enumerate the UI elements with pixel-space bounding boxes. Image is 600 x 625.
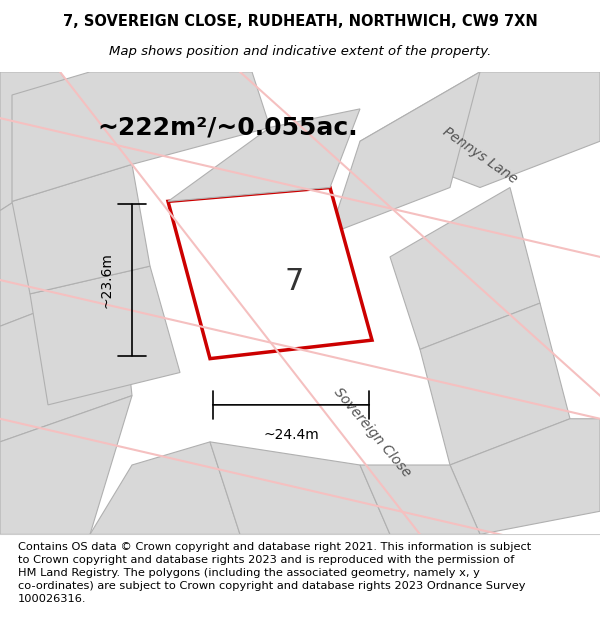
Text: Contains OS data © Crown copyright and database right 2021. This information is : Contains OS data © Crown copyright and d… — [18, 542, 531, 604]
Polygon shape — [390, 188, 540, 349]
Text: Pennys Lane: Pennys Lane — [440, 124, 520, 186]
Text: ~24.4m: ~24.4m — [263, 428, 319, 442]
Polygon shape — [30, 266, 180, 405]
Polygon shape — [12, 164, 150, 294]
Polygon shape — [90, 442, 240, 534]
Polygon shape — [12, 72, 270, 201]
Polygon shape — [210, 442, 390, 534]
Text: ~23.6m: ~23.6m — [100, 252, 114, 308]
Polygon shape — [0, 396, 132, 534]
Polygon shape — [450, 419, 600, 534]
Polygon shape — [360, 465, 480, 534]
Polygon shape — [0, 141, 120, 326]
Text: ~222m²/~0.055ac.: ~222m²/~0.055ac. — [98, 116, 358, 139]
Polygon shape — [360, 72, 600, 188]
Polygon shape — [420, 303, 570, 465]
Polygon shape — [0, 280, 132, 442]
Polygon shape — [330, 72, 480, 234]
Polygon shape — [168, 109, 360, 201]
Text: 7, SOVEREIGN CLOSE, RUDHEATH, NORTHWICH, CW9 7XN: 7, SOVEREIGN CLOSE, RUDHEATH, NORTHWICH,… — [62, 14, 538, 29]
Text: 7: 7 — [284, 267, 304, 296]
Text: Sovereign Close: Sovereign Close — [331, 385, 413, 480]
Polygon shape — [0, 72, 108, 211]
Polygon shape — [168, 188, 372, 359]
Text: Map shows position and indicative extent of the property.: Map shows position and indicative extent… — [109, 45, 491, 58]
